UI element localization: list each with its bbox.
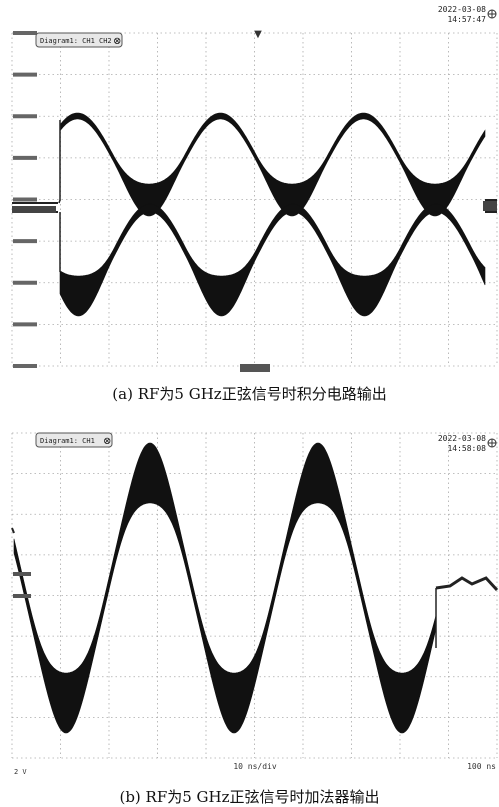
left-tick-label-b: 2 V	[14, 768, 27, 776]
scope-panel-a: Diagram1: CH1 CH2 ⊗ ▼ 2022-03-08 14:57:4…	[0, 0, 499, 378]
close-icon: ⊗	[103, 436, 111, 447]
left-tick-mark	[13, 198, 37, 202]
scope-screen-b: Diagram1: CH1 ⊗ 2022-03-08 14:58:08 2 V …	[0, 428, 499, 784]
trace-upper-step	[59, 120, 60, 203]
timestamp-time-a: 14:57:47	[447, 15, 486, 24]
timestamp-date-b: 2022-03-08	[438, 434, 486, 443]
left-tick-mark	[13, 73, 37, 77]
left-tick-mark	[13, 364, 37, 368]
scope-panel-b: Diagram1: CH1 ⊗ 2022-03-08 14:58:08 2 V …	[0, 428, 499, 784]
tab-b: Diagram1: CH1 ⊗	[36, 433, 112, 447]
left-tick-mark	[13, 322, 37, 326]
trigger-marker-icon: ▼	[254, 29, 262, 40]
left-tick-mark	[13, 114, 37, 118]
timestamp-date-a: 2022-03-08	[438, 5, 486, 14]
trace-sum-tail	[436, 578, 497, 590]
ch-marker-left-b	[13, 572, 31, 576]
trace-lower	[60, 204, 485, 316]
trigger-position-marker-a	[240, 364, 270, 372]
ch-marker-left-b2	[13, 594, 31, 598]
left-tick-mark	[13, 31, 37, 35]
trace-sum	[14, 443, 436, 733]
left-tick-mark	[13, 281, 37, 285]
grid-b	[12, 433, 497, 758]
left-tick-mark	[13, 239, 37, 243]
logo-icon-b	[488, 439, 496, 447]
x-end-label-b: 100 ns	[467, 762, 496, 771]
tab-a: Diagram1: CH1 CH2 ⊗	[36, 33, 122, 47]
timestamp-time-b: 14:58:08	[447, 444, 486, 453]
ch-marker-left-a	[12, 206, 56, 213]
tab-label-a: Diagram1: CH1 CH2	[40, 37, 112, 45]
tab-label-b: Diagram1: CH1	[40, 437, 95, 445]
caption-a: (a) RF为5 GHz正弦信号时积分电路输出	[0, 383, 499, 404]
trace-upper	[60, 113, 485, 216]
scope-screen-a: Diagram1: CH1 CH2 ⊗ ▼ 2022-03-08 14:57:4…	[0, 0, 499, 378]
left-ticks-a	[13, 31, 37, 368]
ch-marker-right-a	[483, 201, 497, 211]
logo-icon-a	[488, 10, 496, 18]
left-tick-mark	[13, 156, 37, 160]
x-scale-label-b: 10 ns/div	[233, 762, 277, 771]
caption-b: (b) RF为5 GHz正弦信号时加法器输出	[0, 786, 499, 807]
close-icon: ⊗	[113, 36, 121, 47]
